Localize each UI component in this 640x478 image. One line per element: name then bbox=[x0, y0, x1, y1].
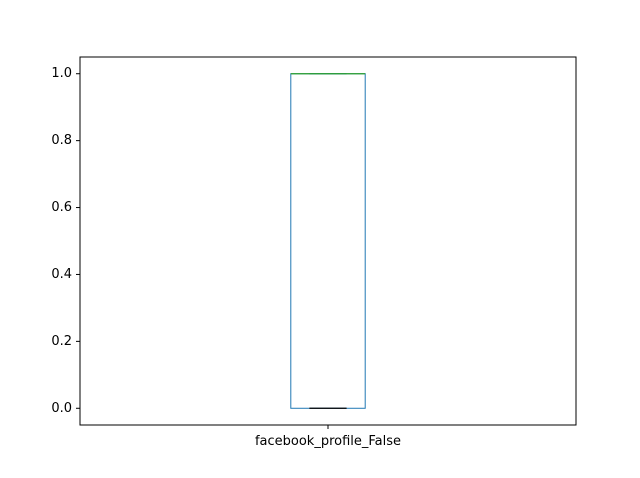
y-tick-label: 0.0 bbox=[51, 401, 72, 416]
plot-area bbox=[290, 73, 366, 409]
y-axis: 0.0 0.2 0.4 0.6 0.8 1.0 bbox=[51, 66, 80, 416]
y-tick-label: 0.8 bbox=[51, 133, 72, 148]
y-tick-label: 0.6 bbox=[51, 200, 72, 215]
x-tick-label: facebook_profile_False bbox=[255, 434, 401, 449]
x-axis: facebook_profile_False bbox=[255, 425, 401, 449]
y-tick-label: 0.4 bbox=[51, 267, 72, 282]
y-tick-label: 0.2 bbox=[51, 334, 72, 349]
y-tick-label: 1.0 bbox=[51, 66, 72, 81]
